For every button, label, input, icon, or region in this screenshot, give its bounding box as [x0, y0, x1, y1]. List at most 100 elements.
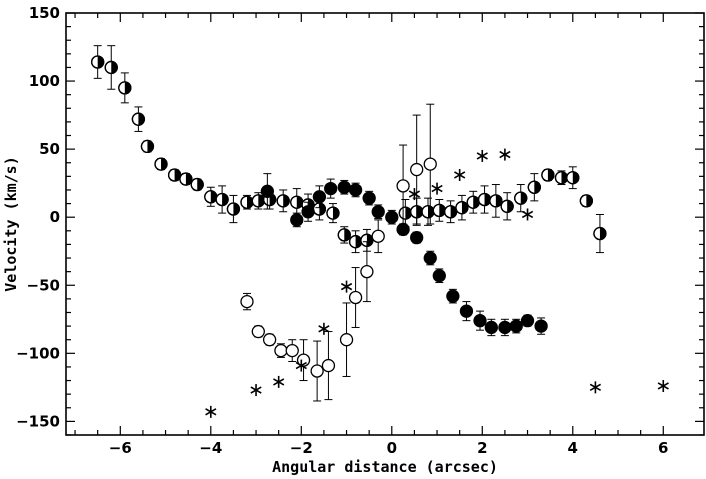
plot-frame: [65, 12, 705, 436]
data-point-half-filled: [443, 205, 458, 219]
data-point-half-filled: [489, 194, 503, 208]
data-point-filled: [459, 304, 474, 318]
data-point-half-filled: [240, 195, 254, 209]
data-point-half-filled: [91, 55, 105, 69]
data-point-filled: [312, 190, 327, 204]
data-point-filled: [498, 320, 512, 335]
data-point-open: [423, 157, 437, 171]
data-point-half-filled: [154, 157, 168, 171]
data-point-half-filled: [593, 226, 607, 241]
x-tick-label: 0: [387, 439, 397, 457]
x-tick-label: −4: [199, 439, 222, 457]
data-point-asterisk: [431, 182, 443, 195]
data-point-filled: [473, 314, 487, 328]
data-point-half-filled: [226, 202, 241, 216]
data-point-half-filled: [104, 60, 118, 75]
data-point-filled: [324, 181, 338, 196]
data-point-filled: [509, 319, 523, 333]
data-point-open: [274, 343, 288, 358]
data-point-open: [371, 229, 385, 243]
data-point-filled: [260, 184, 275, 198]
data-point-half-filled: [131, 112, 146, 126]
data-point-half-filled: [312, 202, 327, 216]
data-point-asterisk: [657, 379, 669, 392]
series-filled-circle: [260, 173, 548, 337]
x-tick-label: −6: [109, 439, 132, 457]
data-point-open: [360, 264, 374, 279]
data-point-half-filled: [398, 206, 413, 220]
data-point-filled: [337, 180, 351, 194]
data-point-half-filled: [337, 228, 351, 242]
y-tick-label: 100: [29, 72, 60, 90]
data-point-half-filled: [251, 194, 265, 208]
data-point-open: [410, 162, 424, 177]
data-point-half-filled: [421, 205, 435, 219]
data-point-asterisk: [454, 168, 466, 181]
data-point-filled: [446, 289, 460, 303]
data-point-open: [321, 358, 336, 373]
data-point-filled: [484, 320, 498, 335]
data-point-asterisk: [521, 208, 534, 221]
data-point-filled: [385, 210, 399, 224]
data-point-open: [396, 179, 410, 193]
y-tick-labels: −150 −100 −50 0 50 100 150: [16, 4, 60, 430]
data-point-half-filled: [466, 195, 480, 209]
x-tick-label: 6: [658, 439, 668, 457]
data-point-open: [310, 364, 324, 378]
data-point-half-filled: [554, 171, 569, 185]
data-point-open: [348, 290, 363, 305]
series-half-filled-circle: [91, 45, 607, 254]
x-axis-label: Angular distance (arcsec): [272, 458, 498, 476]
data-point-half-filled: [541, 168, 555, 182]
data-point-open: [285, 343, 299, 358]
data-point-half-filled: [527, 180, 541, 194]
data-point-asterisk: [205, 405, 217, 418]
data-point-filled: [371, 205, 385, 219]
data-point-asterisk: [476, 149, 488, 162]
data-point-asterisk: [295, 359, 307, 372]
data-point-filled: [362, 191, 376, 205]
data-marks: [91, 45, 669, 418]
data-point-asterisk: [318, 322, 330, 335]
x-tick-label: −2: [290, 439, 313, 457]
data-point-half-filled: [579, 194, 594, 208]
data-point-open: [262, 333, 277, 347]
data-point-filled: [423, 251, 437, 265]
data-point-half-filled: [179, 172, 193, 186]
y-tick-label: −100: [16, 344, 60, 362]
data-point-half-filled: [167, 168, 182, 182]
data-point-filled: [534, 319, 548, 333]
data-point-filled: [301, 205, 315, 219]
data-point-asterisk: [340, 280, 353, 293]
data-point-half-filled: [500, 199, 514, 213]
data-point-asterisk: [499, 148, 511, 161]
y-tick-label: 0: [50, 208, 60, 226]
y-tick-label: −150: [16, 412, 60, 430]
data-point-asterisk: [408, 188, 421, 201]
series-asterisk: [205, 148, 669, 418]
data-point-asterisk: [250, 384, 262, 397]
data-point-half-filled: [118, 81, 132, 95]
data-point-half-filled: [215, 192, 229, 207]
y-tick-label: 150: [29, 4, 60, 22]
data-point-filled: [520, 314, 535, 328]
data-point-asterisk: [273, 375, 285, 388]
data-point-filled: [410, 230, 424, 245]
data-point-half-filled: [566, 171, 580, 185]
data-point-filled: [290, 213, 304, 227]
x-tick-label: 2: [477, 439, 487, 457]
data-point-filled: [432, 269, 446, 283]
data-point-asterisk: [589, 381, 602, 394]
data-point-half-filled: [204, 190, 218, 204]
data-point-half-filled: [290, 195, 304, 209]
y-axis-label: Velocity (km/s): [2, 156, 20, 291]
data-point-half-filled: [477, 192, 492, 207]
data-point-open: [339, 333, 354, 347]
data-point-open: [240, 294, 254, 309]
series-open-circle: [240, 103, 437, 402]
data-point-half-filled: [348, 235, 363, 249]
y-tick-label: 50: [39, 140, 60, 158]
data-point-half-filled: [326, 206, 340, 220]
axis-ticks: [66, 12, 704, 436]
